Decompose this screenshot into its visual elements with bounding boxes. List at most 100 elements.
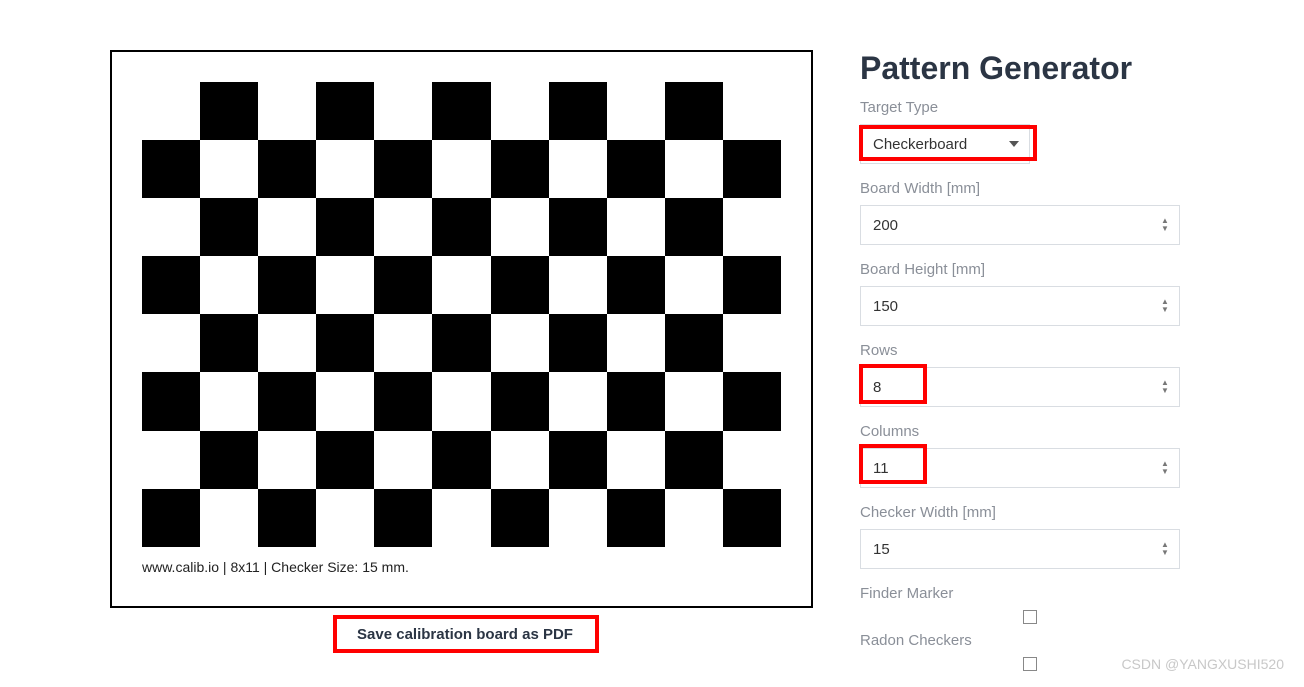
- checker-square: [607, 372, 665, 430]
- checker-square: [258, 256, 316, 314]
- target-type-select[interactable]: Checkerboard: [860, 124, 1030, 164]
- columns-input[interactable]: [860, 448, 1180, 488]
- checker-square: [665, 82, 723, 140]
- checker-square: [491, 489, 549, 547]
- checker-square: [607, 314, 665, 372]
- checker-square: [665, 140, 723, 198]
- checker-square: [200, 198, 258, 256]
- radon-checkers-checkbox[interactable]: [1023, 657, 1037, 671]
- checker-square: [374, 82, 432, 140]
- checker-square: [316, 140, 374, 198]
- checker-square: [607, 140, 665, 198]
- finder-marker-label: Finder Marker: [860, 585, 1200, 602]
- save-pdf-button[interactable]: Save calibration board as PDF: [337, 616, 593, 653]
- board-height-label: Board Height [mm]: [860, 261, 1200, 278]
- checker-square: [549, 256, 607, 314]
- rows-label: Rows: [860, 342, 1200, 359]
- preview-column: www.calib.io | 8x11 | Checker Size: 15 m…: [110, 50, 820, 687]
- checker-square: [200, 431, 258, 489]
- checker-square: [142, 372, 200, 430]
- checker-square: [491, 431, 549, 489]
- checker-square: [491, 82, 549, 140]
- checker-square: [200, 314, 258, 372]
- columns-label: Columns: [860, 423, 1200, 440]
- checker-square: [723, 431, 781, 489]
- checker-square: [723, 82, 781, 140]
- checker-square: [258, 140, 316, 198]
- checker-square: [723, 256, 781, 314]
- checker-square: [607, 489, 665, 547]
- checker-square: [374, 140, 432, 198]
- checker-square: [723, 198, 781, 256]
- checker-square: [665, 489, 723, 547]
- checker-square: [142, 256, 200, 314]
- checker-square: [491, 140, 549, 198]
- finder-marker-checkbox[interactable]: [1023, 610, 1037, 624]
- checker-square: [491, 314, 549, 372]
- rows-stepper[interactable]: ▲▼: [1158, 378, 1172, 396]
- board-preview: www.calib.io | 8x11 | Checker Size: 15 m…: [110, 50, 813, 608]
- checker-width-input[interactable]: [860, 529, 1180, 569]
- checker-width-label: Checker Width [mm]: [860, 504, 1200, 521]
- checker-square: [142, 140, 200, 198]
- checker-square: [142, 82, 200, 140]
- checker-square: [723, 489, 781, 547]
- checker-square: [607, 82, 665, 140]
- checker-width-stepper[interactable]: ▲▼: [1158, 540, 1172, 558]
- checker-square: [258, 431, 316, 489]
- board-caption: www.calib.io | 8x11 | Checker Size: 15 m…: [142, 559, 781, 575]
- checker-square: [549, 314, 607, 372]
- checker-square: [549, 431, 607, 489]
- checker-square: [607, 198, 665, 256]
- checker-square: [723, 140, 781, 198]
- checker-square: [665, 256, 723, 314]
- board-width-stepper[interactable]: ▲▼: [1158, 216, 1172, 234]
- checker-square: [432, 198, 490, 256]
- checkerboard-grid: [142, 82, 781, 547]
- checker-square: [665, 431, 723, 489]
- checker-square: [374, 489, 432, 547]
- checker-square: [432, 140, 490, 198]
- checker-square: [491, 198, 549, 256]
- checker-square: [258, 489, 316, 547]
- board-width-input[interactable]: [860, 205, 1180, 245]
- form-column: Pattern Generator Target Type Checkerboa…: [860, 50, 1200, 687]
- checker-square: [316, 256, 374, 314]
- columns-stepper[interactable]: ▲▼: [1158, 459, 1172, 477]
- rows-input[interactable]: [860, 367, 1180, 407]
- checker-square: [432, 489, 490, 547]
- checker-square: [142, 489, 200, 547]
- checker-square: [374, 431, 432, 489]
- checker-square: [316, 489, 374, 547]
- watermark: CSDN @YANGXUSHI520: [1121, 656, 1284, 672]
- checker-square: [432, 82, 490, 140]
- checker-square: [258, 82, 316, 140]
- checker-square: [200, 372, 258, 430]
- checker-square: [549, 198, 607, 256]
- checker-square: [549, 82, 607, 140]
- checker-square: [723, 314, 781, 372]
- checker-square: [374, 314, 432, 372]
- target-type-label: Target Type: [860, 99, 1200, 116]
- checker-square: [491, 372, 549, 430]
- checker-square: [432, 256, 490, 314]
- board-height-input[interactable]: [860, 286, 1180, 326]
- checker-square: [432, 431, 490, 489]
- checker-square: [316, 431, 374, 489]
- checker-square: [316, 82, 374, 140]
- board-height-stepper[interactable]: ▲▼: [1158, 297, 1172, 315]
- checker-square: [200, 140, 258, 198]
- checker-square: [200, 489, 258, 547]
- checker-square: [491, 256, 549, 314]
- checker-square: [607, 256, 665, 314]
- board-width-label: Board Width [mm]: [860, 180, 1200, 197]
- checker-square: [374, 198, 432, 256]
- checker-square: [258, 198, 316, 256]
- checker-square: [142, 431, 200, 489]
- checker-square: [200, 82, 258, 140]
- checker-square: [607, 431, 665, 489]
- checker-square: [258, 372, 316, 430]
- checker-square: [142, 314, 200, 372]
- checker-square: [665, 372, 723, 430]
- checker-square: [142, 198, 200, 256]
